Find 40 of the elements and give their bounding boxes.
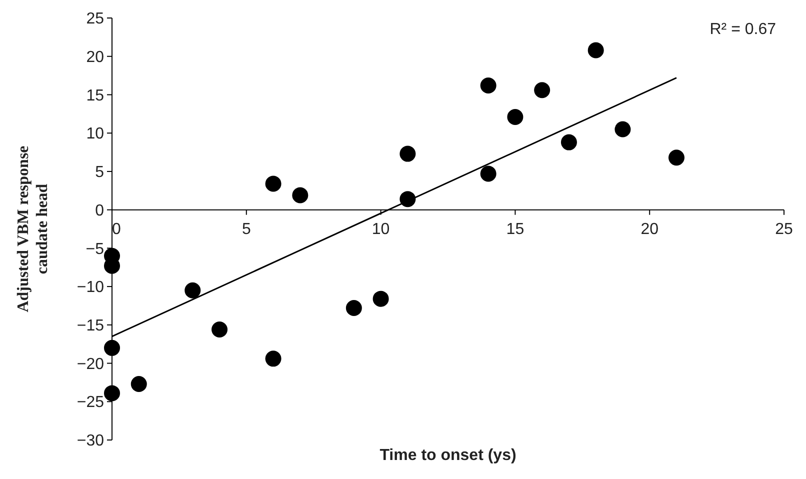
point: [184, 282, 201, 298]
x-tick-label: 5: [242, 220, 251, 238]
point: [480, 78, 496, 94]
y-tick-label: −20: [76, 356, 104, 373]
point: [614, 121, 631, 138]
y-tick-label: 20: [86, 48, 104, 66]
x-tick-label: 20: [640, 220, 659, 238]
point: [130, 376, 147, 392]
point: [104, 340, 120, 356]
point: [668, 150, 684, 166]
x-tick-label: 10: [372, 220, 390, 238]
y-tick-label: 15: [86, 87, 104, 104]
point: [346, 300, 362, 316]
point: [104, 385, 120, 402]
point: [212, 322, 228, 338]
x-axis-title: Time to onset (ys): [380, 447, 516, 464]
y-tick-label: −25: [76, 394, 104, 412]
x-tick-label: 15: [506, 220, 524, 238]
point: [372, 290, 389, 307]
point: [265, 350, 282, 367]
point: [588, 42, 604, 58]
point: [507, 108, 524, 125]
point: [400, 146, 416, 162]
x-tick-label: 25: [775, 220, 793, 238]
point: [560, 134, 577, 150]
point: [292, 187, 308, 204]
y-axis-title: Adjusted VBM response caudate head: [15, 146, 51, 312]
y-tick-label: −30: [76, 432, 104, 450]
point: [480, 166, 496, 182]
y-tick-label: −10: [76, 279, 104, 296]
annotation: R² = 0.67: [710, 21, 776, 38]
y-tick-label: 0: [95, 202, 104, 220]
y-tick-label: 25: [86, 10, 104, 28]
point: [534, 82, 550, 98]
x-tick-label: 0: [112, 220, 121, 238]
point: [265, 176, 282, 192]
y-tick-label: −15: [76, 318, 104, 335]
y-tick-label: −5: [86, 240, 104, 258]
y-tick-label: 10: [86, 126, 104, 143]
y-tick-label: 5: [95, 164, 104, 182]
